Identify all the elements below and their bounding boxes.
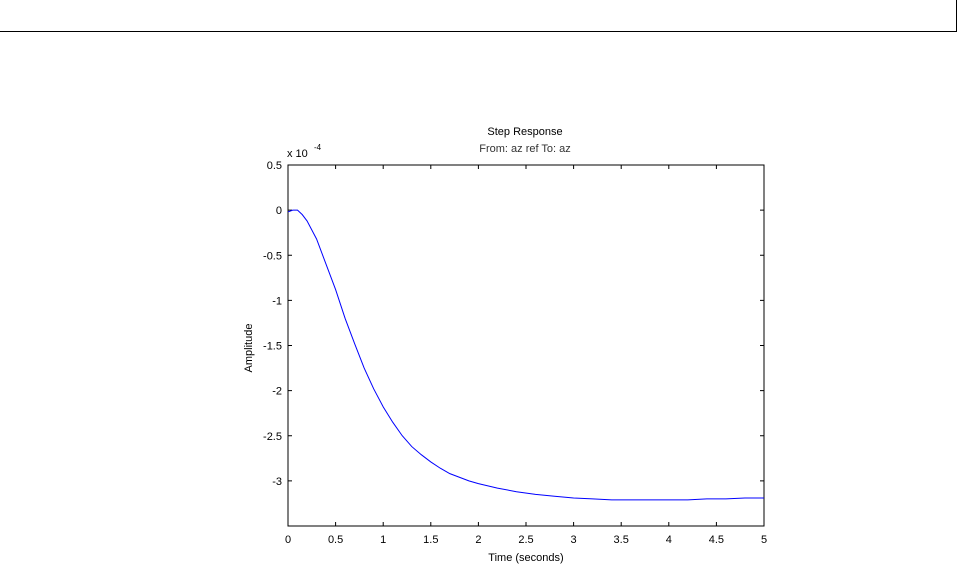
y-multiplier-exponent: -4 — [314, 143, 322, 152]
chart-title: Step Response — [487, 126, 562, 138]
y-tick-label: -2.5 — [263, 431, 282, 443]
y-tick-label: -3 — [272, 476, 282, 488]
y-tick-label: 0.5 — [267, 160, 282, 172]
x-tick-label: 2.5 — [518, 534, 533, 546]
x-tick-label: 0.5 — [328, 534, 343, 546]
plot-area-frame — [287, 164, 765, 527]
y-tick-label: -0.5 — [263, 250, 282, 262]
y-multiplier-base: x 10 — [287, 148, 308, 160]
y-tick-label: -1 — [272, 295, 282, 307]
x-tick-label: 3 — [571, 534, 577, 546]
y-tick-label: 0 — [276, 205, 282, 217]
x-tick-label: 4 — [666, 534, 672, 546]
x-tick-label: 1 — [380, 534, 386, 546]
chart-subtitle: From: az ref To: az — [479, 143, 571, 155]
x-axis-label: Time (seconds) — [488, 552, 563, 564]
x-tick-label: 2 — [475, 534, 481, 546]
x-axis-ticks: 0 0.5 1 1.5 2 2.5 3 3.5 4 4.5 5 — [285, 165, 767, 546]
y-axis-ticks: 0.5 0 -0.5 -1 -1.5 -2 -2.5 -3 — [263, 160, 764, 488]
y-tick-label: -1.5 — [263, 341, 282, 353]
y-axis-label: Amplitude — [243, 324, 255, 373]
step-response-line — [287, 209, 764, 501]
window-frame — [0, 0, 957, 32]
x-tick-label: 0 — [285, 534, 291, 546]
x-tick-label: 4.5 — [709, 534, 724, 546]
y-multiplier: x 10 -4 — [287, 143, 322, 160]
x-tick-label: 3.5 — [614, 534, 629, 546]
y-tick-label: -2 — [272, 386, 282, 398]
x-tick-label: 1.5 — [423, 534, 438, 546]
x-tick-label: 5 — [761, 534, 767, 546]
